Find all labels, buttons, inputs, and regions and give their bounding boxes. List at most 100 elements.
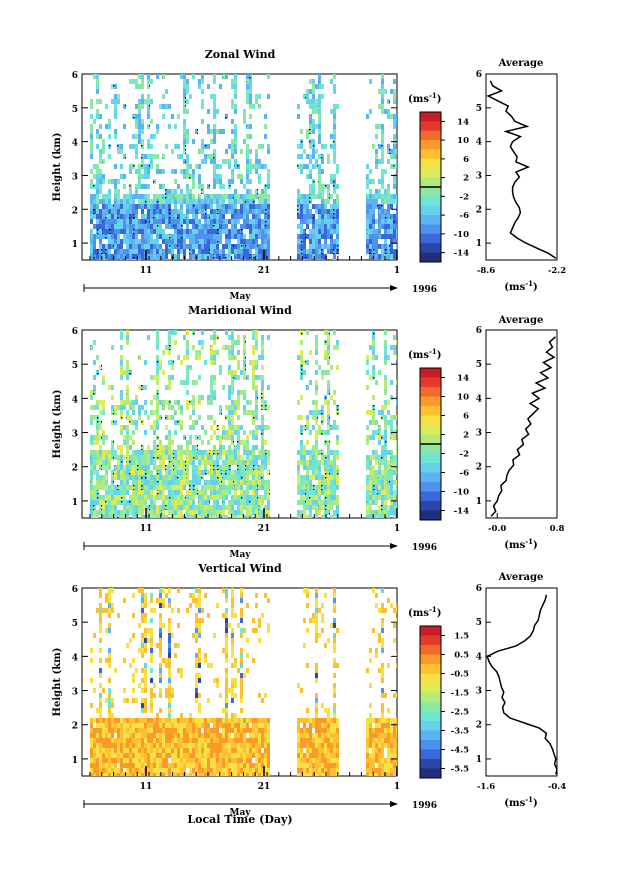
- heatmap-cell: [231, 119, 234, 124]
- heatmap-cell: [252, 385, 255, 390]
- heatmap-cell: [300, 194, 303, 199]
- contour-mark: [228, 465, 231, 470]
- heatmap-cell: [240, 470, 243, 475]
- heatmap-cell: [156, 505, 159, 510]
- heatmap-cell: [219, 184, 222, 189]
- colorbar-tick-label: -14: [454, 507, 469, 517]
- heatmap-cell: [210, 753, 213, 758]
- contour-mark: [213, 450, 216, 455]
- heatmap-cell: [204, 214, 207, 219]
- heatmap-cell: [180, 420, 183, 425]
- heatmap-cell: [117, 733, 120, 738]
- heatmap-cell: [186, 154, 189, 159]
- heatmap-cell: [147, 144, 150, 149]
- heatmap-cell: [300, 480, 303, 485]
- heatmap-cell: [222, 465, 225, 470]
- heatmap-cell: [207, 753, 210, 758]
- colorbar-tick-label: 6: [463, 412, 469, 422]
- heatmap-cell: [216, 728, 219, 733]
- heatmap-cell: [189, 593, 192, 598]
- heatmap-cell: [156, 425, 159, 430]
- heatmap-cell: [159, 638, 162, 643]
- heatmap-cell: [381, 510, 384, 515]
- heatmap-cell: [237, 415, 240, 420]
- heatmap-cell: [225, 330, 228, 335]
- heatmap-cell: [267, 425, 270, 430]
- heatmap-cell: [393, 229, 396, 234]
- heatmap-cell: [111, 728, 114, 733]
- heatmap-cell: [261, 249, 264, 254]
- colorbar-swatch: [420, 243, 441, 254]
- heatmap-cell: [309, 465, 312, 470]
- heatmap-cell: [90, 678, 93, 683]
- contour-mark: [384, 249, 387, 254]
- heatmap-cell: [168, 718, 171, 723]
- heatmap-cell: [153, 440, 156, 445]
- heatmap-cell: [150, 254, 153, 259]
- contour-mark: [96, 495, 99, 500]
- heatmap-cell: [225, 758, 228, 763]
- heatmap-cell: [129, 144, 132, 149]
- y-tick-label: 5: [72, 361, 78, 371]
- heatmap-cell: [99, 259, 102, 260]
- heatmap-cell: [201, 99, 204, 104]
- heatmap-cell: [159, 763, 162, 768]
- heatmap-cell: [333, 425, 336, 430]
- heatmap-cell: [219, 204, 222, 209]
- heatmap-cell: [375, 470, 378, 475]
- heatmap-cell: [183, 219, 186, 224]
- heatmap-cell: [372, 224, 375, 229]
- heatmap-cell: [240, 490, 243, 495]
- heatmap-cell: [141, 74, 144, 79]
- heatmap-cell: [225, 345, 228, 350]
- heatmap-cell: [366, 224, 369, 229]
- heatmap-cell: [207, 733, 210, 738]
- heatmap-cell: [147, 738, 150, 743]
- heatmap-cell: [225, 703, 228, 708]
- heatmap-cell: [156, 249, 159, 254]
- heatmap-cell: [237, 244, 240, 249]
- contour-mark: [105, 500, 108, 505]
- heatmap-cell: [231, 420, 234, 425]
- heatmap-cell: [135, 455, 138, 460]
- heatmap-cell: [372, 455, 375, 460]
- heatmap-cell: [225, 593, 228, 598]
- heatmap-cell: [102, 758, 105, 763]
- heatmap-cell: [96, 500, 99, 505]
- heatmap-cell: [219, 485, 222, 490]
- heatmap-cell: [174, 515, 177, 518]
- contour-mark: [255, 395, 258, 400]
- heatmap-cell: [150, 718, 153, 723]
- contour-mark: [219, 480, 222, 485]
- heatmap-cell: [108, 738, 111, 743]
- heatmap-cell: [126, 753, 129, 758]
- heatmap-cell: [246, 84, 249, 89]
- heatmap-cell: [144, 733, 147, 738]
- heatmap-cell: [249, 485, 252, 490]
- heatmap-cell: [300, 164, 303, 169]
- heatmap-cell: [228, 405, 231, 410]
- heatmap-cell: [372, 510, 375, 515]
- heatmap-cell: [108, 663, 111, 668]
- heatmap-cell: [393, 114, 396, 119]
- heatmap-cell: [378, 189, 381, 194]
- heatmap-cell: [213, 773, 216, 776]
- heatmap-cell: [144, 698, 147, 703]
- heatmap-cell: [141, 748, 144, 753]
- heatmap-cell: [102, 688, 105, 693]
- heatmap-cell: [156, 365, 159, 370]
- heatmap-cell: [375, 249, 378, 254]
- heatmap-cell: [231, 99, 234, 104]
- heatmap-cell: [135, 189, 138, 194]
- heatmap-cell: [165, 515, 168, 518]
- heatmap-cell: [159, 184, 162, 189]
- contour-mark: [114, 515, 117, 518]
- heatmap-cell: [252, 480, 255, 485]
- heatmap-cell: [240, 174, 243, 179]
- heatmap-cell: [183, 485, 186, 490]
- heatmap-cell: [246, 490, 249, 495]
- heatmap-cell: [138, 84, 141, 89]
- heatmap-cell: [327, 500, 330, 505]
- heatmap-cell: [129, 189, 132, 194]
- heatmap-cell: [393, 495, 396, 500]
